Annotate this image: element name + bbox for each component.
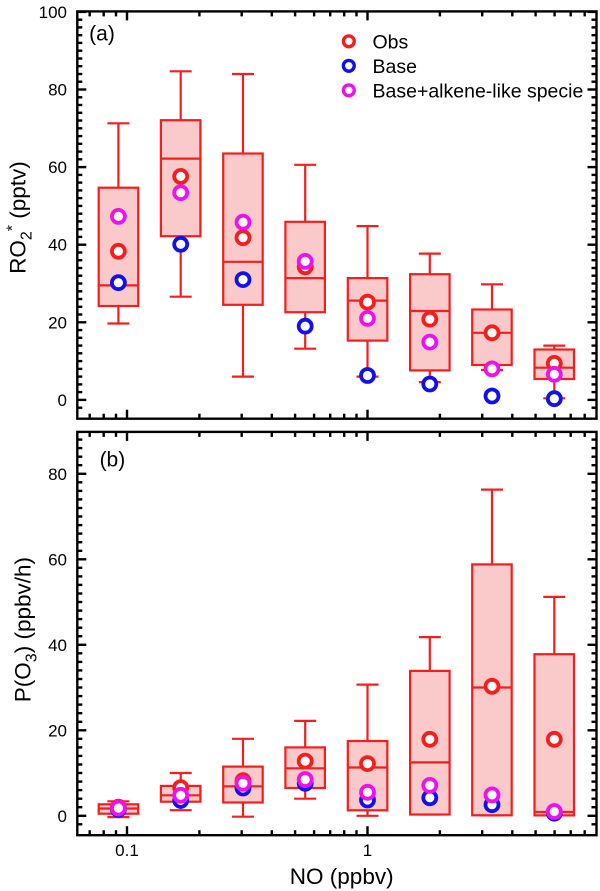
- svg-text:Base+alkene-like specie: Base+alkene-like specie: [373, 81, 584, 103]
- svg-text:100: 100: [39, 3, 67, 22]
- svg-text:40: 40: [48, 236, 67, 255]
- svg-text:RO2* (pptv): RO2* (pptv): [5, 161, 36, 274]
- svg-text:0.1: 0.1: [115, 841, 139, 860]
- svg-text:40: 40: [48, 636, 67, 655]
- svg-text:20: 20: [48, 721, 67, 740]
- svg-text:(b): (b): [100, 448, 126, 471]
- svg-text:80: 80: [48, 81, 67, 100]
- svg-text:60: 60: [48, 550, 67, 569]
- svg-text:80: 80: [48, 465, 67, 484]
- svg-text:NO (ppbv): NO (ppbv): [290, 864, 394, 889]
- svg-text:60: 60: [48, 158, 67, 177]
- svg-text:0: 0: [58, 807, 67, 826]
- svg-text:Obs: Obs: [373, 32, 409, 54]
- svg-text:0: 0: [58, 391, 67, 410]
- svg-text:Base: Base: [373, 56, 417, 78]
- svg-text:20: 20: [48, 313, 67, 332]
- svg-text:1: 1: [363, 841, 372, 860]
- svg-text:(a): (a): [89, 23, 115, 46]
